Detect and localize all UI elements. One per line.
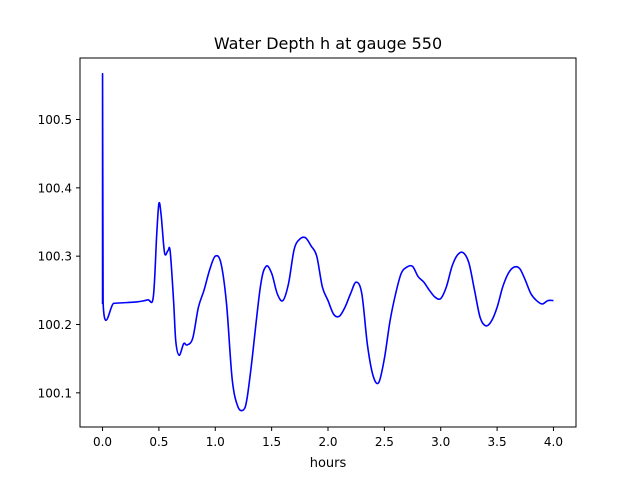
plot-area-frame	[79, 57, 577, 428]
y-tick-label: 100.1	[38, 386, 72, 400]
x-tick-label: 4.0	[544, 435, 563, 449]
x-tick-label: 1.0	[206, 435, 225, 449]
y-tick-label: 100.4	[38, 181, 72, 195]
series-line	[101, 72, 554, 412]
series-layer	[101, 72, 554, 412]
x-tick-label: 0.5	[149, 435, 168, 449]
x-axis-label: hours	[310, 456, 347, 471]
x-tick-label: 0.0	[93, 435, 112, 449]
y-tick-label: 100.5	[38, 113, 72, 127]
y-tick-label: 100.3	[38, 250, 72, 264]
x-tick-label: 2.5	[375, 435, 394, 449]
chart-title: Water Depth h at gauge 550	[214, 34, 442, 53]
x-tick-label: 1.5	[262, 435, 281, 449]
x-tick-label: 3.0	[431, 435, 450, 449]
axis-ticks: 0.0 0.5 1.0 1.5 2.0 2.5 3.0 3.5 4.0 100.1 100.2 100…	[38, 113, 563, 449]
x-tick-label: 2.0	[318, 435, 337, 449]
x-tick-label: 3.5	[488, 435, 507, 449]
y-tick-label: 100.2	[38, 318, 72, 332]
